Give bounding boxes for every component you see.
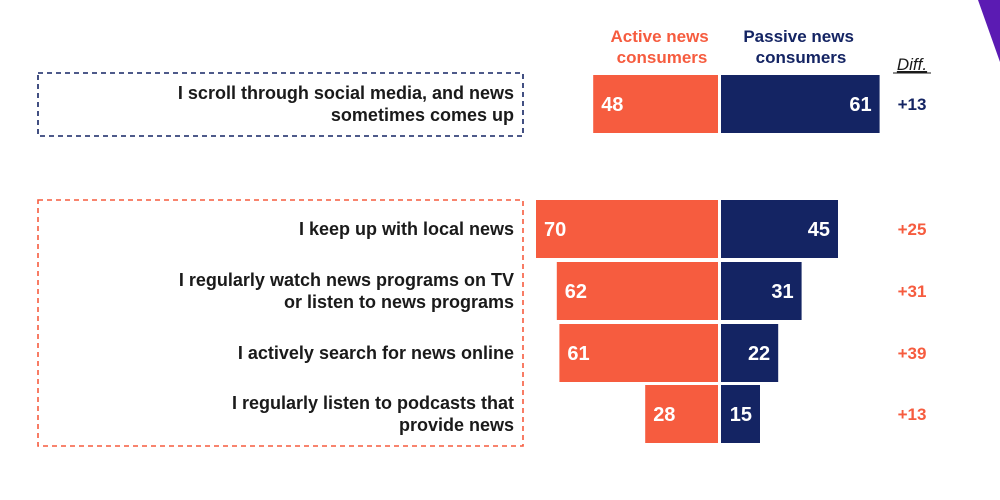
passive-bar-value: 31 [771,281,793,303]
category-label: I regularly listen to podcasts that provi… [232,393,514,435]
category-label-line: provide news [399,415,514,435]
chart-row-2: I regularly watch news programs on TV or … [179,262,927,320]
chart-rows: I scroll through social media, and news s… [178,75,927,443]
category-label-line: or listen to news programs [284,292,514,312]
chart-row-1: I keep up with local news 70 45 +25 [299,200,926,258]
passive-legend-header: Passive news consumers [743,27,858,67]
passive-bar-value: 22 [748,343,770,365]
active-bar [556,262,718,320]
active-bar-value: 70 [544,219,566,241]
category-label: I regularly watch news programs on TV or … [179,270,514,312]
category-label-line: I keep up with local news [299,219,514,239]
passive-bar-value: 61 [849,94,871,116]
diff-value: +39 [898,344,927,363]
category-label: I scroll through social media, and news s… [178,83,514,125]
chart-row-3: I actively search for news online 61 22 +39 [238,324,927,382]
corner-accent-shape [978,0,1000,62]
active-legend-header: Active news consumers [611,27,714,67]
active-bar-value: 28 [653,404,675,426]
passive-group-outline [37,72,524,137]
active-legend-line-2: consumers [617,48,708,67]
active-bar [536,200,718,258]
diff-value: +13 [898,405,927,424]
diff-column-header: Diff. [897,55,927,74]
category-label: I actively search for news online [238,343,514,363]
passive-bar [721,324,779,382]
active-bar [645,385,718,443]
active-bar [593,75,718,133]
active-bar-value: 61 [567,343,589,365]
diff-value: +13 [898,95,927,114]
category-label: I keep up with local news [299,219,514,239]
diff-value: +25 [898,220,927,239]
active-bar-value: 48 [601,94,623,116]
diff-value: +31 [898,282,927,301]
passive-legend-line-2: consumers [756,48,847,67]
active-group-outline [37,199,524,447]
category-label-line: I scroll through social media, and news [178,83,514,103]
passive-bar-value: 15 [730,404,752,426]
category-label-line: I regularly watch news programs on TV [179,270,514,290]
passive-bar [721,262,802,320]
category-label-line: sometimes comes up [331,105,514,125]
passive-bar-value: 45 [808,219,830,241]
chart-row-0: I scroll through social media, and news s… [178,75,927,133]
passive-legend-line-1: Passive news [743,27,854,46]
category-label-line: I actively search for news online [238,343,514,363]
passive-bar [721,385,760,443]
category-label-line: I regularly listen to podcasts that [232,393,514,413]
chart-row-4: I regularly listen to podcasts that provi… [232,385,926,443]
active-bar-value: 62 [565,281,587,303]
active-legend-line-1: Active news [611,27,709,46]
passive-bar [721,200,838,258]
active-bar [559,324,718,382]
passive-bar [721,75,880,133]
